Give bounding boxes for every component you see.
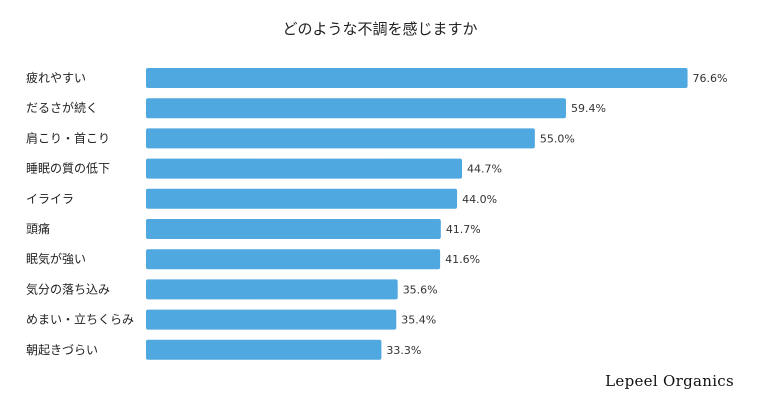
chart-title: どのような不調を感じますか [282,20,478,38]
value-label: 59.4% [571,102,606,115]
value-label: 41.7% [446,223,481,236]
value-label: 35.6% [403,283,438,296]
category-label: 睡眠の質の低下 [26,161,110,176]
bar [146,219,441,239]
category-label: めまい・立ちくらみ [26,312,134,327]
category-label: イライラ [26,192,74,206]
bar [146,68,688,88]
category-label: 肩こり・首こり [26,130,110,145]
value-label: 44.0% [462,193,497,206]
bar [146,188,458,209]
category-label: だるさが続く [26,100,98,115]
value-label: 76.6% [693,72,728,85]
bar [146,98,566,119]
bar [146,309,397,330]
category-label: 気分の落ち込み [26,281,110,296]
value-label: 44.7% [467,163,502,176]
value-label: 35.4% [401,314,436,327]
category-label: 頭痛 [26,221,50,236]
bar [146,339,382,360]
category-label: 疲れやすい [26,70,86,85]
value-label: 41.6% [445,253,480,266]
bar [146,128,535,149]
bar [146,249,441,270]
value-label: 33.3% [386,344,421,357]
bar [146,158,463,179]
bar [146,279,398,300]
brand-logo-text: Lepeel Organics [605,372,734,390]
value-label: 55.0% [540,132,575,145]
category-label: 朝起きづらい [26,343,98,357]
category-label: 眠気が強い [26,251,86,266]
